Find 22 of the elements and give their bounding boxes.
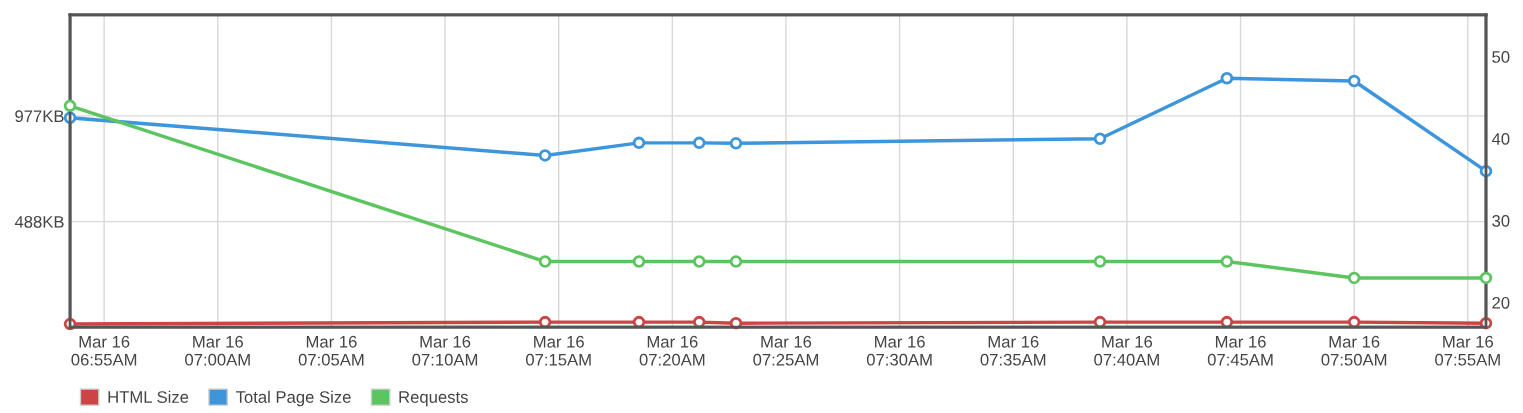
x-tick-label: Mar 16 07:50AM: [1321, 335, 1387, 366]
y-tick-label: 977KB: [15, 110, 64, 123]
x-tick-label: Mar 16 07:15AM: [526, 335, 591, 366]
y2-tick-label: 40: [1491, 133, 1510, 145]
legend-label: Total Page Size: [235, 390, 351, 407]
x-tick-label: Mar 16 07:05AM: [298, 335, 364, 366]
x-tick-label: Mar 16 07:30AM: [866, 335, 932, 366]
legend-label: HTML Size: [108, 390, 189, 403]
x-tick-label: Mar 16 07:25AM: [753, 335, 818, 366]
x-tick-label: Mar 16 07:40AM: [1094, 335, 1159, 366]
y-tick-label: 488KB: [14, 215, 64, 228]
y2-tick-label: 20: [1492, 296, 1510, 309]
y2-tick-label: 30: [1492, 214, 1510, 227]
legend-label: Requests: [399, 391, 468, 407]
x-tick-label: Mar 16 07:20AM: [639, 335, 705, 366]
y2-tick-label: 50: [1492, 51, 1510, 63]
x-tick-label: Mar 16 07:55AM: [1435, 335, 1500, 366]
x-tick-label: Mar 16 07:00AM: [185, 335, 250, 366]
x-tick-label: Mar 16 06:55AM: [71, 335, 137, 366]
x-tick-label: Mar 16 07:35AM: [980, 335, 1046, 366]
x-tick-label: Mar 16 07:10AM: [412, 335, 478, 366]
x-tick-label: Mar 16 07:45AM: [1207, 335, 1273, 366]
